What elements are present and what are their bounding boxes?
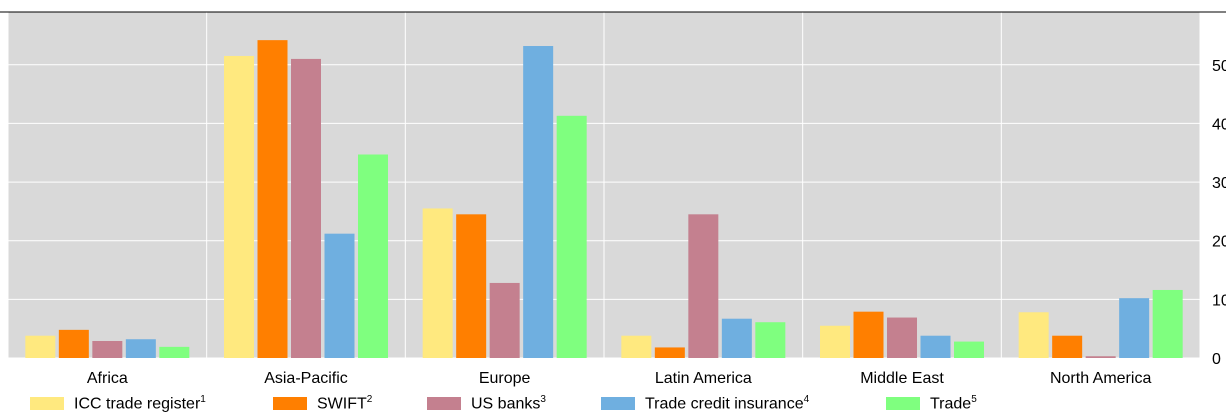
y-tick-label: 10 <box>1212 292 1226 309</box>
legend-swatch <box>601 397 635 410</box>
legend-swatch <box>30 397 64 410</box>
legend-label-text: SWIFT <box>317 395 367 413</box>
legend-swatch <box>886 397 920 410</box>
legend: ICC trade register1 SWIFT2 US banks3 Trade … <box>0 392 1226 415</box>
bar <box>456 214 487 358</box>
legend-label-text: ICC trade register <box>74 395 201 413</box>
legend-footnote-marker: 5 <box>971 393 977 405</box>
bar <box>422 208 453 358</box>
x-category-label: Europe <box>479 370 531 387</box>
legend-label: Trade5 <box>930 394 977 413</box>
x-category-label: Middle East <box>860 370 944 387</box>
legend-swatch <box>273 397 307 410</box>
legend-item: SWIFT2 <box>273 392 372 415</box>
y-tick-label: 0 <box>1212 351 1221 368</box>
bar <box>556 115 587 358</box>
legend-item: Trade5 <box>886 392 977 415</box>
legend-label-text: Trade <box>930 395 972 413</box>
bar <box>954 341 984 358</box>
bar <box>654 347 685 358</box>
bar <box>58 329 89 358</box>
bar <box>1085 356 1116 358</box>
bar <box>159 346 190 358</box>
bar <box>887 317 917 358</box>
x-category-label: North America <box>1050 370 1151 387</box>
bar <box>489 282 520 358</box>
x-category-label: Asia-Pacific <box>264 370 348 387</box>
bar <box>25 335 56 358</box>
x-axis-labels: Africa Asia-Pacific Europe Latin America Mid… <box>87 370 1152 387</box>
y-tick-label: 30 <box>1212 175 1226 192</box>
legend-item: US banks3 <box>427 392 546 415</box>
legend-label-text: US banks <box>471 395 541 413</box>
bar <box>1152 289 1183 358</box>
bar <box>1018 312 1049 358</box>
legend-item: Trade credit insurance4 <box>601 392 809 415</box>
x-category-label: Latin America <box>655 370 752 387</box>
bar <box>621 335 652 358</box>
legend-label-text: Trade credit insurance <box>645 395 804 413</box>
bar <box>92 340 123 358</box>
bar <box>224 55 254 358</box>
bar <box>688 214 719 358</box>
bar <box>523 46 554 359</box>
y-tick-label: 50 <box>1212 58 1226 75</box>
legend-label: SWIFT2 <box>317 394 372 413</box>
bar <box>125 339 156 358</box>
bar <box>324 233 355 358</box>
chart: 0 10 20 30 40 50 Africa Asia-Pacific Europe Lati… <box>0 11 1226 387</box>
legend-label: US banks3 <box>471 394 546 413</box>
y-tick-label: 40 <box>1212 116 1226 133</box>
bar <box>755 322 786 358</box>
legend-footnote-marker: 3 <box>540 393 546 405</box>
legend-footnote-marker: 1 <box>200 393 206 405</box>
gridlines <box>7 12 1201 359</box>
y-axis-ticks: 0 10 20 30 40 50 <box>1212 58 1226 368</box>
legend-swatch <box>427 397 461 410</box>
bar <box>257 40 288 359</box>
legend-footnote-marker: 4 <box>803 393 810 405</box>
x-category-label: Africa <box>87 370 128 387</box>
bar <box>1052 335 1083 358</box>
legend-label: Trade credit insurance4 <box>645 394 809 413</box>
legend-item: ICC trade register1 <box>30 392 206 415</box>
legend-footnote-marker: 2 <box>366 393 373 405</box>
bars <box>25 40 1183 359</box>
bar <box>853 311 884 358</box>
bar <box>291 58 321 358</box>
bar <box>1119 298 1150 358</box>
y-tick-label: 20 <box>1212 234 1226 251</box>
bar <box>358 154 388 358</box>
bar <box>920 335 951 358</box>
bar <box>721 318 752 358</box>
legend-label: ICC trade register1 <box>74 394 206 413</box>
bar <box>820 325 850 358</box>
